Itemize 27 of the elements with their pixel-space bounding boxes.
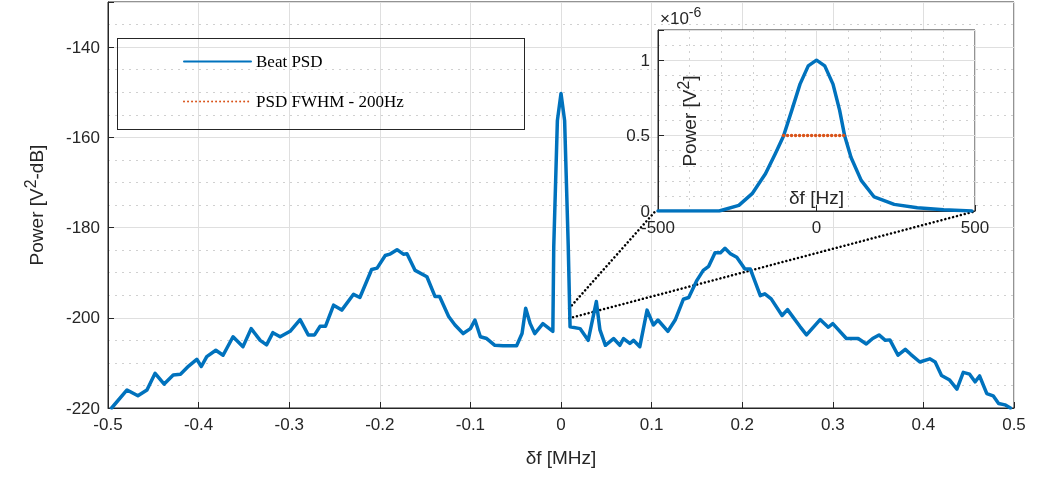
y-tick-label: 0 <box>640 201 650 221</box>
x-tick-label: -0.4 <box>183 415 214 434</box>
annotation: ×10$^{-6}$ <box>660 4 702 29</box>
x-tick-label: -500 <box>640 218 676 237</box>
y-tick-label: -180 <box>65 218 100 238</box>
x-tick-label: 0.1 <box>639 415 664 434</box>
x-tick-label: 0.3 <box>820 415 845 434</box>
x-tick-label: -0.2 <box>365 415 395 434</box>
x-tick-label: 0.5 <box>1002 415 1026 434</box>
x-axis-title: δf [MHz] <box>525 447 597 468</box>
y-tick-label: 0.5 <box>626 126 650 146</box>
x-tick-label: 0.4 <box>911 415 936 434</box>
legend-label: PSD FWHM - 200Hz <box>256 92 405 111</box>
x-tick-label: -0.3 <box>274 415 304 434</box>
y-tick-label: -200 <box>65 308 100 328</box>
x-tick-label: 0.2 <box>730 415 755 434</box>
x-tick-label: 0 <box>556 415 566 434</box>
y-tick-label: 1 <box>640 50 650 70</box>
y-tick-label: -220 <box>65 398 100 418</box>
y-tick-label: -160 <box>65 127 100 147</box>
legend-label: Beat PSD <box>256 52 323 71</box>
x-axis-title: δf [Hz] <box>789 187 844 209</box>
x-tick-label: -0.1 <box>455 415 486 434</box>
x-tick-label: -0.5 <box>93 415 123 434</box>
y-tick-label: -140 <box>65 37 100 57</box>
x-tick-label: 0 <box>811 218 822 237</box>
x-tick-label: 500 <box>960 218 990 237</box>
